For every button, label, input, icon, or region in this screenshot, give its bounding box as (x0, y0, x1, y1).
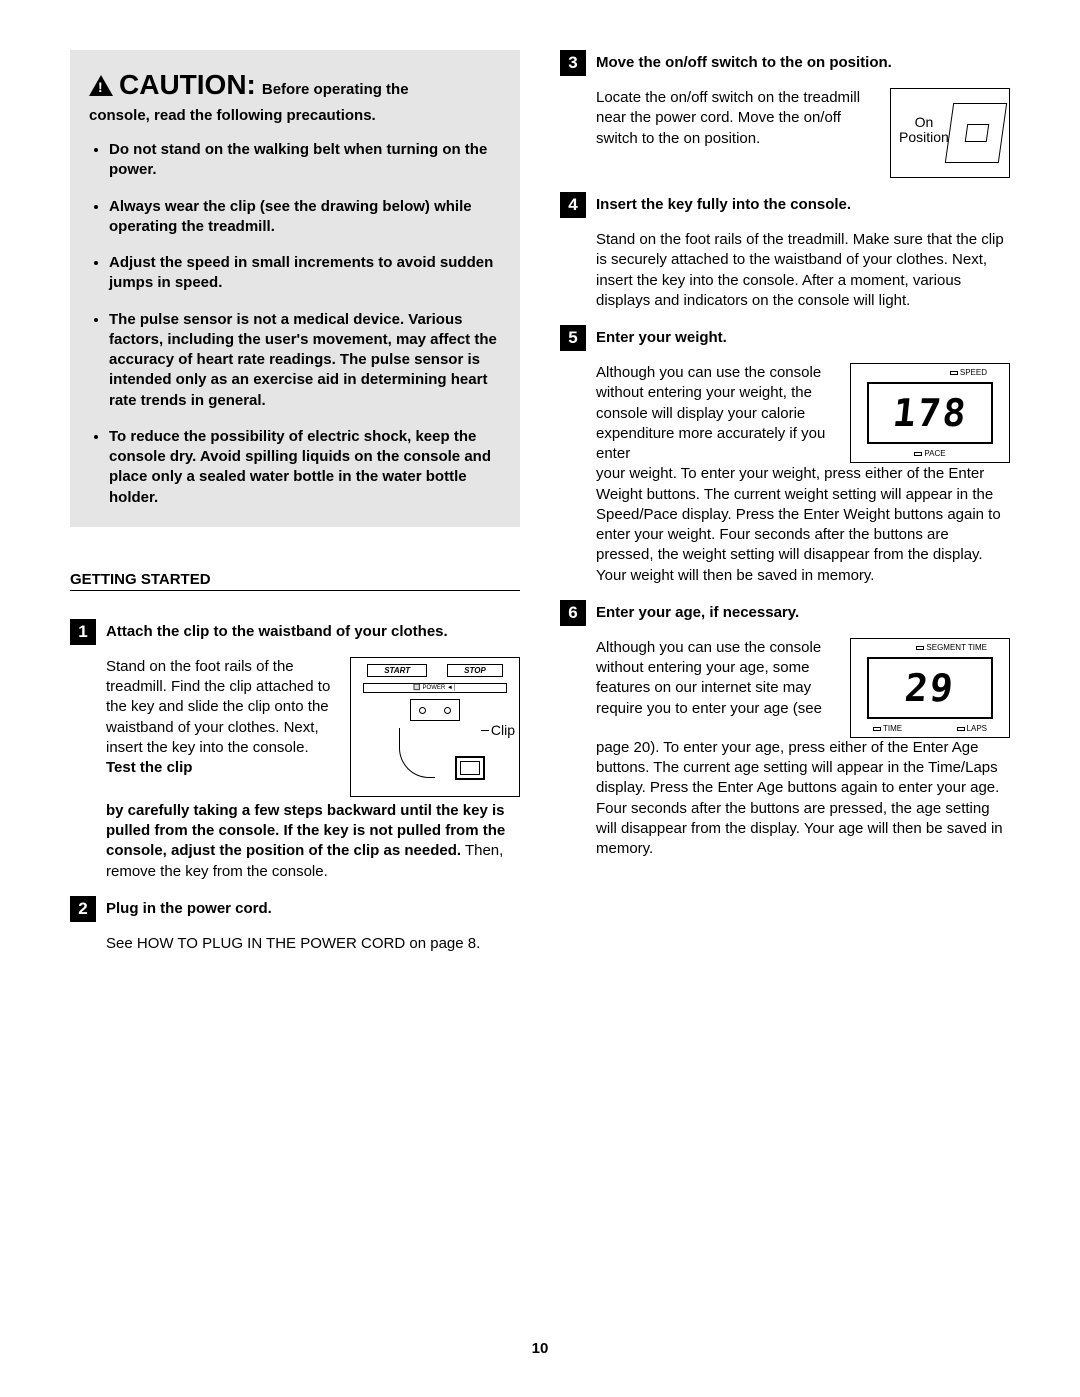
caution-line2: console, read the following precautions. (89, 107, 501, 124)
step-5-text-full: your weight. To enter your weight, press… (596, 464, 1010, 586)
step-2-title: Plug in the power cord. (106, 896, 272, 919)
right-column: 3 Move the on/off switch to the on posit… (560, 50, 1010, 1357)
fig-switch-plate (945, 103, 1007, 163)
fig-clip-line (481, 730, 489, 731)
caution-box: CAUTION: Before operating the console, r… (70, 50, 520, 527)
step-5-body-fig: Although you can use the console without… (596, 363, 1010, 464)
step-3-title: Move the on/off switch to the on positio… (596, 50, 892, 73)
fig-screen: 29 (867, 657, 993, 719)
page: CAUTION: Before operating the console, r… (0, 0, 1080, 1397)
figure-weight-display: SPEED 178 PACE (850, 363, 1010, 463)
step-1-text: Stand on the foot rails of the treadmill… (106, 658, 330, 756)
caution-bullet: The pulse sensor is not a medical device… (109, 310, 501, 411)
step-number: 3 (560, 50, 586, 76)
fig-start-label: START (367, 664, 427, 677)
step-1-bold-start: Test the clip (106, 759, 192, 776)
fig-keyslot (410, 699, 460, 721)
step-4-title: Insert the key fully into the console. (596, 192, 851, 215)
step-1-body-fig: Stand on the foot rails of the treadmill… (106, 657, 520, 797)
step-5-title: Enter your weight. (596, 325, 727, 348)
fig-segment-label: SEGMENT TIME (916, 643, 987, 652)
step-number: 5 (560, 325, 586, 351)
step-6-body-fig: Although you can use the console without… (596, 638, 1010, 738)
page-number: 10 (0, 1340, 1080, 1357)
fig-position: Position (899, 129, 949, 145)
caution-header: CAUTION: Before operating the (89, 69, 501, 101)
fig-stop-label: STOP (447, 664, 503, 677)
fig-on: On (915, 114, 934, 130)
figure-age-display: SEGMENT TIME 29 TIME LAPS (850, 638, 1010, 738)
fig-weight-value: 178 (890, 391, 969, 435)
caution-bullet: Do not stand on the walking belt when tu… (109, 140, 501, 181)
fig-laps-label: LAPS (957, 724, 987, 733)
fig-switch-label: On Position (899, 115, 949, 146)
step-6-header: 6 Enter your age, if necessary. (560, 600, 1010, 626)
step-5-text-left: Although you can use the console without… (596, 363, 836, 464)
step-6-text-full: page 20). To enter your age, press eithe… (596, 738, 1010, 860)
step-1-text-cont: by carefully taking a few steps backward… (106, 801, 520, 882)
fig-age-value: 29 (903, 666, 957, 710)
caution-subtitle: Before operating the (262, 81, 409, 98)
step-3-header: 3 Move the on/off switch to the on posit… (560, 50, 1010, 76)
step-6-text-left: Although you can use the console without… (596, 638, 836, 719)
caution-bullet: Always wear the clip (see the drawing be… (109, 197, 501, 238)
step-1-bold-cont: by carefully taking a few steps backward… (106, 802, 505, 860)
step-number: 4 (560, 192, 586, 218)
step-number: 2 (70, 896, 96, 922)
step-6-title: Enter your age, if necessary. (596, 600, 799, 623)
step-2-text: See HOW TO PLUG IN THE POWER CORD on pag… (106, 934, 520, 954)
step-1-header: 1 Attach the clip to the waistband of yo… (70, 619, 520, 645)
caution-bullet: To reduce the possibility of electric sh… (109, 427, 501, 508)
figure-switch: On Position (890, 88, 1010, 178)
section-header: GETTING STARTED (70, 571, 520, 591)
step-4-header: 4 Insert the key fully into the console. (560, 192, 1010, 218)
caution-list: Do not stand on the walking belt when tu… (89, 140, 501, 508)
fig-clip-label: Clip (491, 722, 515, 738)
fig-screen: 178 (867, 382, 993, 444)
step-number: 6 (560, 600, 586, 626)
fig-cord (399, 728, 435, 778)
caution-bullet: Adjust the speed in small increments to … (109, 253, 501, 294)
step-1-title: Attach the clip to the waistband of your… (106, 619, 448, 642)
left-column: CAUTION: Before operating the console, r… (70, 50, 520, 1357)
step-1-text-left: Stand on the foot rails of the treadmill… (106, 657, 336, 779)
warning-icon (89, 75, 113, 96)
fig-time-label: TIME (873, 724, 902, 733)
fig-speed-label: SPEED (950, 368, 987, 377)
step-3-text: Locate the on/off switch on the treadmil… (596, 88, 876, 149)
step-4-text: Stand on the foot rails of the treadmill… (596, 230, 1010, 311)
step-3-body-fig: Locate the on/off switch on the treadmil… (596, 88, 1010, 178)
fig-power-bar: 🔲 POWER ◄│ (363, 683, 507, 693)
fig-clipbox (455, 756, 485, 780)
step-2-header: 2 Plug in the power cord. (70, 896, 520, 922)
fig-pace-label: PACE (851, 449, 1009, 458)
caution-title: CAUTION: (119, 69, 256, 101)
figure-clip: START STOP 🔲 POWER ◄│ Clip (350, 657, 520, 797)
step-5-header: 5 Enter your weight. (560, 325, 1010, 351)
step-number: 1 (70, 619, 96, 645)
